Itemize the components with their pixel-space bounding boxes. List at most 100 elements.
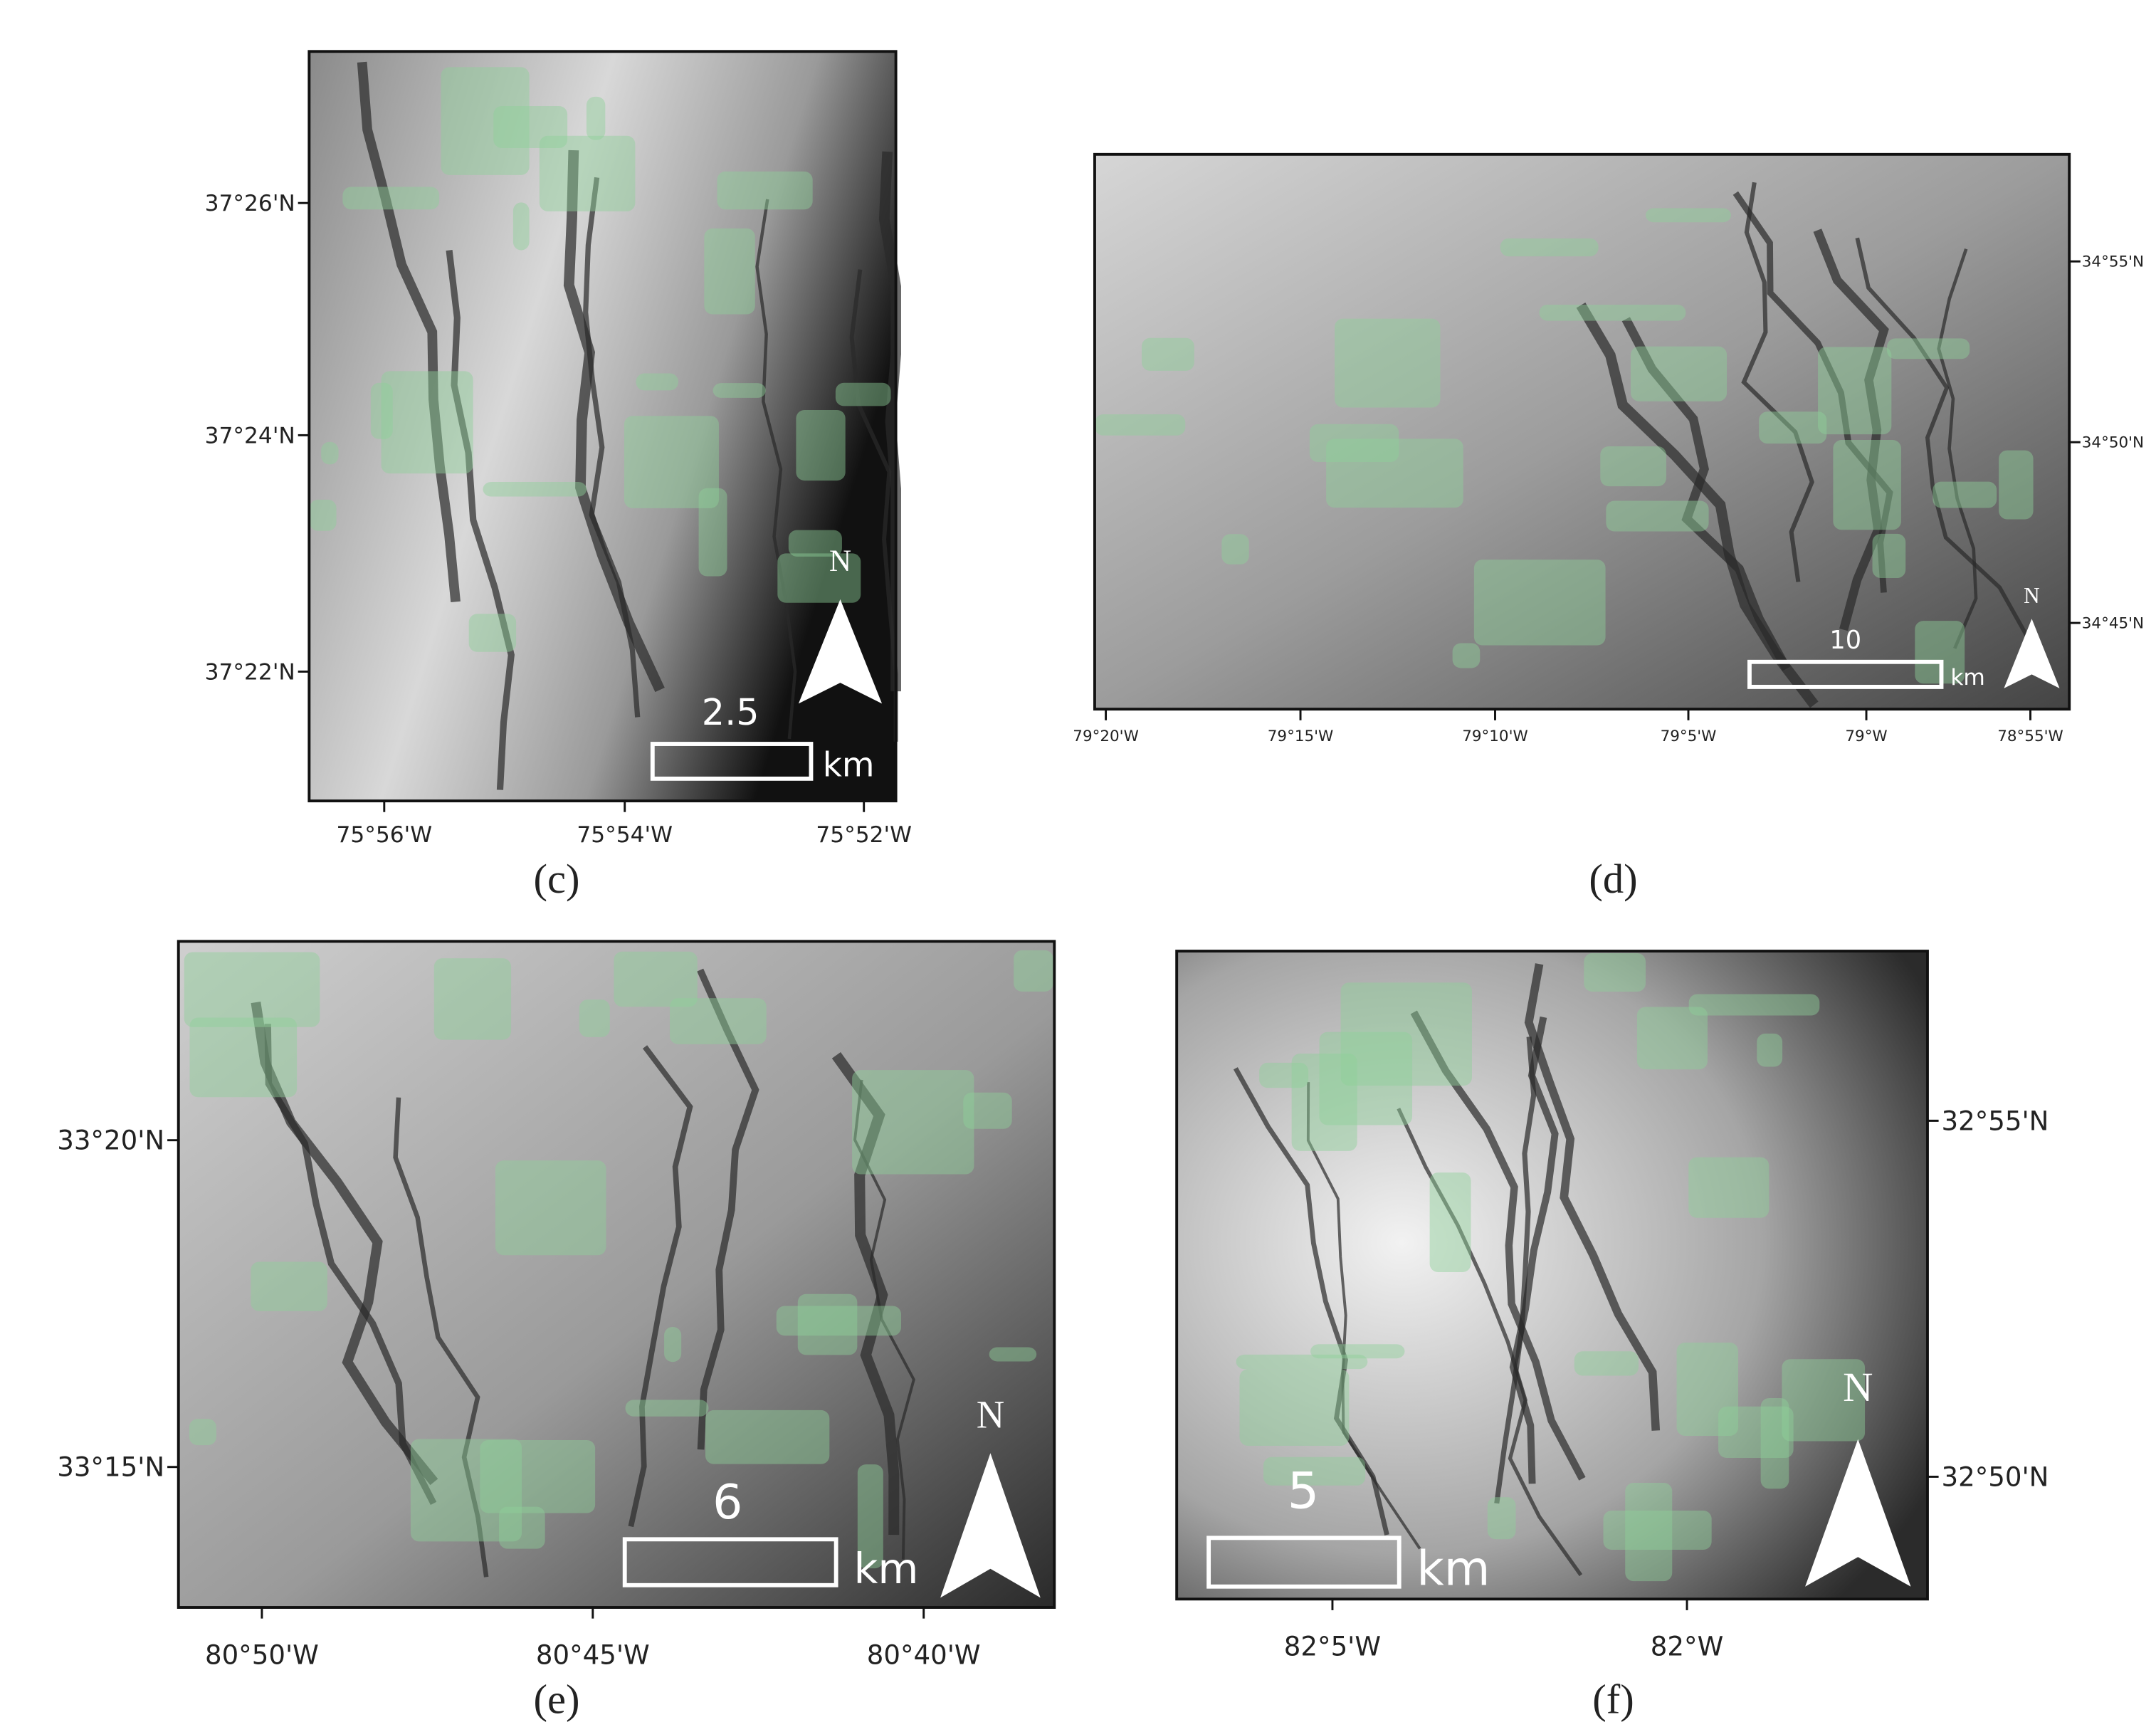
lat-label: 37°26'N <box>205 191 295 216</box>
green-patch <box>189 1419 216 1446</box>
green-patch <box>184 952 320 1027</box>
green-patch <box>1574 1351 1639 1376</box>
map-panel: 34°55'N 34°50'N 34°45'N 79°20'W 79°15'W 79°10… <box>1073 152 2144 902</box>
lat-label: 34°45'N <box>2082 615 2144 633</box>
green-patch <box>1759 411 1827 444</box>
green-patch <box>1500 238 1599 257</box>
green-patch <box>852 1070 974 1175</box>
lat-label: 34°50'N <box>2082 434 2144 452</box>
green-patch <box>433 958 512 1040</box>
lon-label: 78°55'W <box>1997 728 2063 745</box>
green-patch <box>1236 1354 1368 1370</box>
green-patch <box>669 998 767 1044</box>
dem-background <box>178 941 1055 1608</box>
green-patch <box>1263 1456 1366 1486</box>
green-patch <box>1429 1172 1471 1273</box>
map-panel: 32°55'N 32°50'N 82°5'W 82°W 5 km N (f) <box>1175 950 2049 1722</box>
channel <box>1855 237 2030 639</box>
lon-label: 75°56'W <box>336 822 432 848</box>
green-patch <box>1259 1062 1309 1088</box>
scale-bar <box>650 742 814 781</box>
channel <box>1509 1016 1559 1484</box>
green-patch <box>1636 1007 1708 1070</box>
green-patch <box>717 171 813 210</box>
green-patch <box>1645 208 1731 223</box>
green-patch <box>1239 1369 1350 1446</box>
green-patch <box>1309 424 1399 463</box>
scale-label: 10 <box>1829 626 1861 655</box>
green-patch <box>796 409 846 481</box>
green-patch <box>1473 560 1606 646</box>
scale-unit: km <box>853 1545 918 1593</box>
lon-label: 80°40'W <box>867 1639 981 1670</box>
green-patch <box>381 371 473 474</box>
lon-label: 82°W <box>1651 1632 1723 1662</box>
channel <box>628 1045 693 1528</box>
channel <box>251 1002 438 1486</box>
green-patch <box>1872 533 1906 578</box>
green-patch <box>788 530 842 557</box>
green-patch <box>493 105 568 148</box>
green-patch <box>963 1092 1012 1129</box>
green-patch <box>1603 1510 1712 1550</box>
map-panel: 37°26'N 37°24'N 37°22'N 75°56'W 75°54'W 75°52… <box>205 50 912 902</box>
scale-bar <box>1747 659 1944 689</box>
lat-label: 32°55'N <box>1942 1106 2049 1136</box>
green-patch <box>625 1400 709 1417</box>
green-patch <box>1014 950 1053 992</box>
map-frame <box>1093 152 2071 711</box>
channel <box>831 1052 900 1536</box>
lat-label: 33°20'N <box>57 1125 164 1156</box>
green-patch <box>579 999 610 1037</box>
dem-background <box>1177 951 1928 1600</box>
green-patch <box>1606 500 1709 532</box>
green-patch <box>712 383 766 398</box>
lon-label: 80°50'W <box>205 1639 319 1670</box>
channel <box>1732 191 1893 593</box>
green-patch <box>857 1464 883 1569</box>
green-patch <box>1688 1157 1770 1218</box>
green-patch <box>1915 621 1965 684</box>
channel <box>1813 229 1889 631</box>
green-patch <box>251 1261 327 1311</box>
scale-bar <box>1206 1536 1402 1589</box>
scale-unit: km <box>823 746 875 785</box>
green-patch <box>1631 346 1728 401</box>
green-patch <box>483 481 587 497</box>
green-patch <box>1221 534 1249 565</box>
green-patch <box>342 187 440 210</box>
map-frame <box>307 50 898 803</box>
green-patch <box>1487 1497 1516 1540</box>
green-patch <box>1326 439 1463 508</box>
green-patch <box>1310 1344 1405 1359</box>
green-patch <box>512 202 530 251</box>
green-patch <box>989 1347 1037 1362</box>
channel <box>393 1097 489 1578</box>
green-patch <box>189 1017 298 1098</box>
lat-label: 34°55'N <box>2082 253 2144 271</box>
north-label: N <box>829 545 851 578</box>
lon-label: 80°45'W <box>536 1639 650 1670</box>
lon-label: 75°52'W <box>816 822 912 848</box>
channel <box>1524 963 1661 1431</box>
channel <box>1494 1036 1537 1504</box>
green-patch <box>1887 338 1970 359</box>
channel <box>755 199 797 740</box>
north-arrow <box>1805 1439 1911 1587</box>
green-patch <box>410 1439 522 1542</box>
green-patch <box>698 488 727 577</box>
scale-label: 6 <box>712 1474 742 1530</box>
north-label: N <box>2024 583 2040 608</box>
panel-label: (d) <box>1589 856 1637 902</box>
green-patch <box>704 228 755 315</box>
green-patch <box>1999 450 2034 520</box>
map-frame <box>1175 950 1929 1601</box>
panel-label: (e) <box>534 1676 580 1722</box>
scale-unit: km <box>1416 1541 1490 1597</box>
channel <box>264 1024 437 1505</box>
panel-label: (f) <box>1592 1676 1634 1722</box>
green-patch <box>539 135 636 211</box>
scale-label: 2.5 <box>702 691 759 733</box>
